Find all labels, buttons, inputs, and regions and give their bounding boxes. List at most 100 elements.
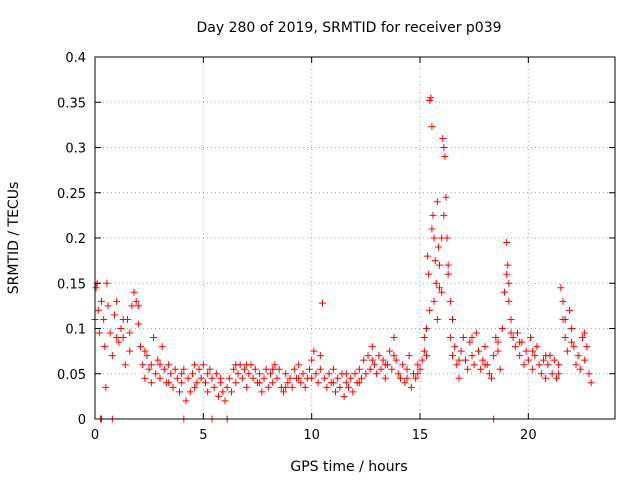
data-point <box>228 388 235 396</box>
data-point <box>295 374 303 382</box>
data-point <box>297 379 305 387</box>
data-point <box>537 370 545 378</box>
data-point <box>535 361 543 369</box>
data-point <box>583 343 591 351</box>
data-point <box>243 361 251 369</box>
data-point <box>566 306 573 314</box>
data-point <box>221 397 229 405</box>
data-point <box>100 315 108 323</box>
data-point <box>453 361 461 369</box>
data-point <box>106 329 114 337</box>
x-tick-label: 0 <box>91 428 99 443</box>
data-point <box>119 315 127 323</box>
axis-ticks: 0 5 10 15 20 0 0.05 0.1 0.15 0.2 0.25 0.3 0.35 0.4 <box>57 51 615 443</box>
y-tick-label: 0.25 <box>57 187 86 202</box>
data-point <box>433 198 441 206</box>
data-point <box>334 374 342 382</box>
data-point <box>414 370 422 378</box>
data-point <box>232 379 240 387</box>
data-point <box>585 370 593 378</box>
data-point <box>232 361 240 369</box>
data-point <box>394 370 402 378</box>
data-point <box>134 302 142 310</box>
data-point <box>269 365 277 373</box>
data-point <box>282 370 290 378</box>
data-point <box>587 379 595 387</box>
data-point <box>158 343 166 351</box>
data-point <box>98 297 105 305</box>
data-marks <box>91 94 595 423</box>
data-point <box>488 374 495 382</box>
data-point <box>457 347 465 355</box>
data-point <box>189 370 196 378</box>
data-point <box>428 123 436 131</box>
y-axis-label: SRMTID / TECUs <box>6 182 22 295</box>
x-axis-label: GPS time / hours <box>290 459 407 475</box>
data-point <box>390 352 398 360</box>
data-point <box>449 352 456 360</box>
data-point <box>442 193 450 201</box>
data-point <box>256 370 264 378</box>
data-point <box>94 306 102 314</box>
data-point <box>401 379 409 387</box>
data-point <box>184 374 192 382</box>
data-point <box>527 334 534 342</box>
data-point <box>407 383 415 391</box>
data-point <box>433 315 441 323</box>
data-point <box>373 370 381 378</box>
data-point <box>154 356 162 364</box>
data-point <box>492 334 500 342</box>
data-point <box>504 261 512 269</box>
data-point <box>397 374 404 382</box>
data-point <box>234 370 242 378</box>
data-point <box>568 338 576 346</box>
data-point <box>212 370 220 378</box>
data-point <box>362 370 370 378</box>
data-point <box>381 361 389 369</box>
data-point <box>262 365 270 373</box>
grid-lines <box>95 57 615 419</box>
data-point <box>436 284 443 292</box>
data-point <box>516 338 524 346</box>
data-point <box>156 374 164 382</box>
data-point <box>113 297 121 305</box>
data-point <box>509 334 517 342</box>
data-point <box>494 338 502 346</box>
y-tick-label: 0.2 <box>65 232 86 247</box>
data-point <box>386 347 394 355</box>
data-point <box>529 365 537 373</box>
data-point <box>130 288 138 296</box>
data-point <box>256 379 264 387</box>
y-tick-label: 0 <box>78 413 86 428</box>
data-point <box>579 334 586 342</box>
data-point <box>381 374 389 382</box>
data-point <box>141 347 149 355</box>
data-point <box>563 347 571 355</box>
data-point <box>572 361 580 369</box>
data-point <box>405 352 413 360</box>
data-point <box>428 225 436 233</box>
data-point <box>542 374 550 382</box>
data-point <box>191 361 199 369</box>
data-point <box>202 379 209 387</box>
data-point <box>451 343 459 351</box>
data-point <box>555 370 563 378</box>
data-point <box>103 279 111 287</box>
data-point <box>462 356 469 364</box>
data-point <box>316 352 324 360</box>
data-point <box>312 370 320 378</box>
data-point <box>132 297 140 305</box>
data-point <box>494 347 502 355</box>
data-point <box>306 365 313 373</box>
data-point <box>429 211 437 219</box>
data-point <box>443 234 451 242</box>
data-point <box>498 325 506 332</box>
data-point <box>360 356 368 364</box>
data-point <box>210 383 218 391</box>
data-point <box>319 299 326 307</box>
data-point <box>95 329 103 337</box>
data-point <box>137 343 144 351</box>
data-point <box>225 374 233 382</box>
data-point <box>299 370 307 378</box>
